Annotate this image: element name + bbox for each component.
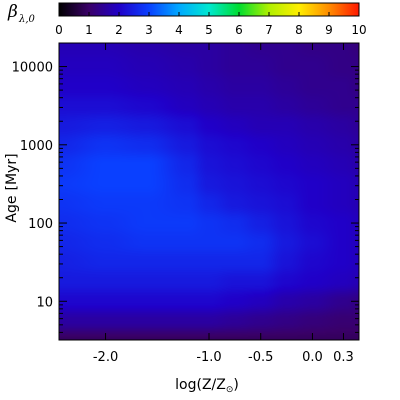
x-axis-label: log(Z/Z⊙) bbox=[175, 377, 239, 395]
colorbar-tick-label: 8 bbox=[295, 23, 303, 37]
y-axis-label: Age[Myr] bbox=[4, 153, 20, 222]
x-axis-ticks: -2.0 -1.0 -0.5 0.0 0.3 bbox=[93, 43, 354, 365]
heatmap-canvas bbox=[59, 43, 359, 340]
x-tick-label: -1.0 bbox=[196, 350, 221, 365]
x-tick-label: -2.0 bbox=[93, 350, 118, 365]
colorbar-tick-label: 2 bbox=[115, 23, 123, 37]
colorbar-ticks: 0 1 2 3 4 5 6 7 8 9 10 bbox=[55, 12, 367, 37]
colorbar: β λ,0 0 1 2 3 4 5 6 7 8 9 10 bbox=[7, 2, 367, 37]
colorbar-tick-label: 5 bbox=[205, 23, 213, 37]
y-tick-label: 1000 bbox=[20, 139, 53, 154]
colorbar-label-subscript: λ,0 bbox=[18, 14, 36, 25]
colorbar-label: β bbox=[7, 2, 18, 22]
colorbar-tick-label: 4 bbox=[175, 23, 183, 37]
x-tick-label: 0.0 bbox=[302, 350, 323, 365]
y-tick-label: 100 bbox=[28, 217, 53, 232]
x-tick-label: 0.3 bbox=[333, 350, 354, 365]
plot-area: -2.0 -1.0 -0.5 0.0 0.3 10 100 1000 10000 bbox=[12, 42, 360, 365]
colorbar-tick-label: 6 bbox=[235, 23, 243, 37]
colorbar-tick-label: 10 bbox=[351, 23, 366, 37]
colorbar-tick-label: 9 bbox=[325, 23, 333, 37]
x-tick-label: -0.5 bbox=[248, 350, 273, 365]
colorbar-tick-label: 3 bbox=[145, 23, 153, 37]
y-tick-label: 10000 bbox=[12, 61, 53, 76]
colorbar-tick-label: 0 bbox=[55, 23, 63, 37]
y-tick-label: 10 bbox=[36, 295, 53, 310]
y-axis-ticks: 10 100 1000 10000 bbox=[12, 42, 359, 333]
colorbar-tick-label: 1 bbox=[85, 23, 93, 37]
colorbar-tick-label: 7 bbox=[265, 23, 273, 37]
